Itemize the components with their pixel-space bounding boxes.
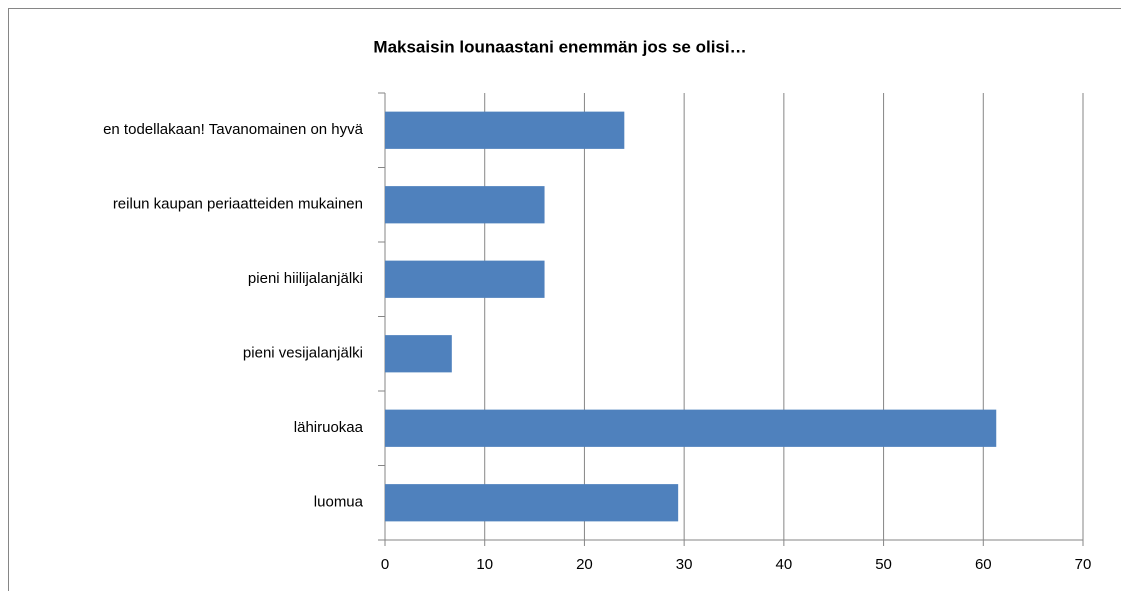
y-tick-label: pieni hiilijalanjälki [248,270,363,287]
y-tick-label: luomua [314,494,364,511]
y-tick-label: pieni vesijalanjälki [243,345,363,362]
chart-title: Maksaisin lounaastani enemmän jos se oli… [373,37,746,56]
x-tick-label: 60 [975,556,992,573]
x-tick-label: 30 [676,556,693,573]
y-tick-label: en todellakaan! Tavanomainen on hyvä [103,121,364,138]
y-tick-label: lähiruokaa [294,419,364,436]
bar [385,260,545,298]
bar [385,484,679,522]
y-tick-label: reilun kaupan periaatteiden mukainen [113,196,363,213]
x-tick-label: 0 [381,556,389,573]
bar [385,186,545,224]
bar [385,111,625,149]
x-tick-label: 20 [576,556,593,573]
x-tick-label: 50 [875,556,892,573]
x-tick-label: 10 [476,556,493,573]
bar [385,409,997,447]
bar [385,335,452,373]
x-tick-label: 40 [776,556,793,573]
x-tick-label: 70 [1075,556,1092,573]
